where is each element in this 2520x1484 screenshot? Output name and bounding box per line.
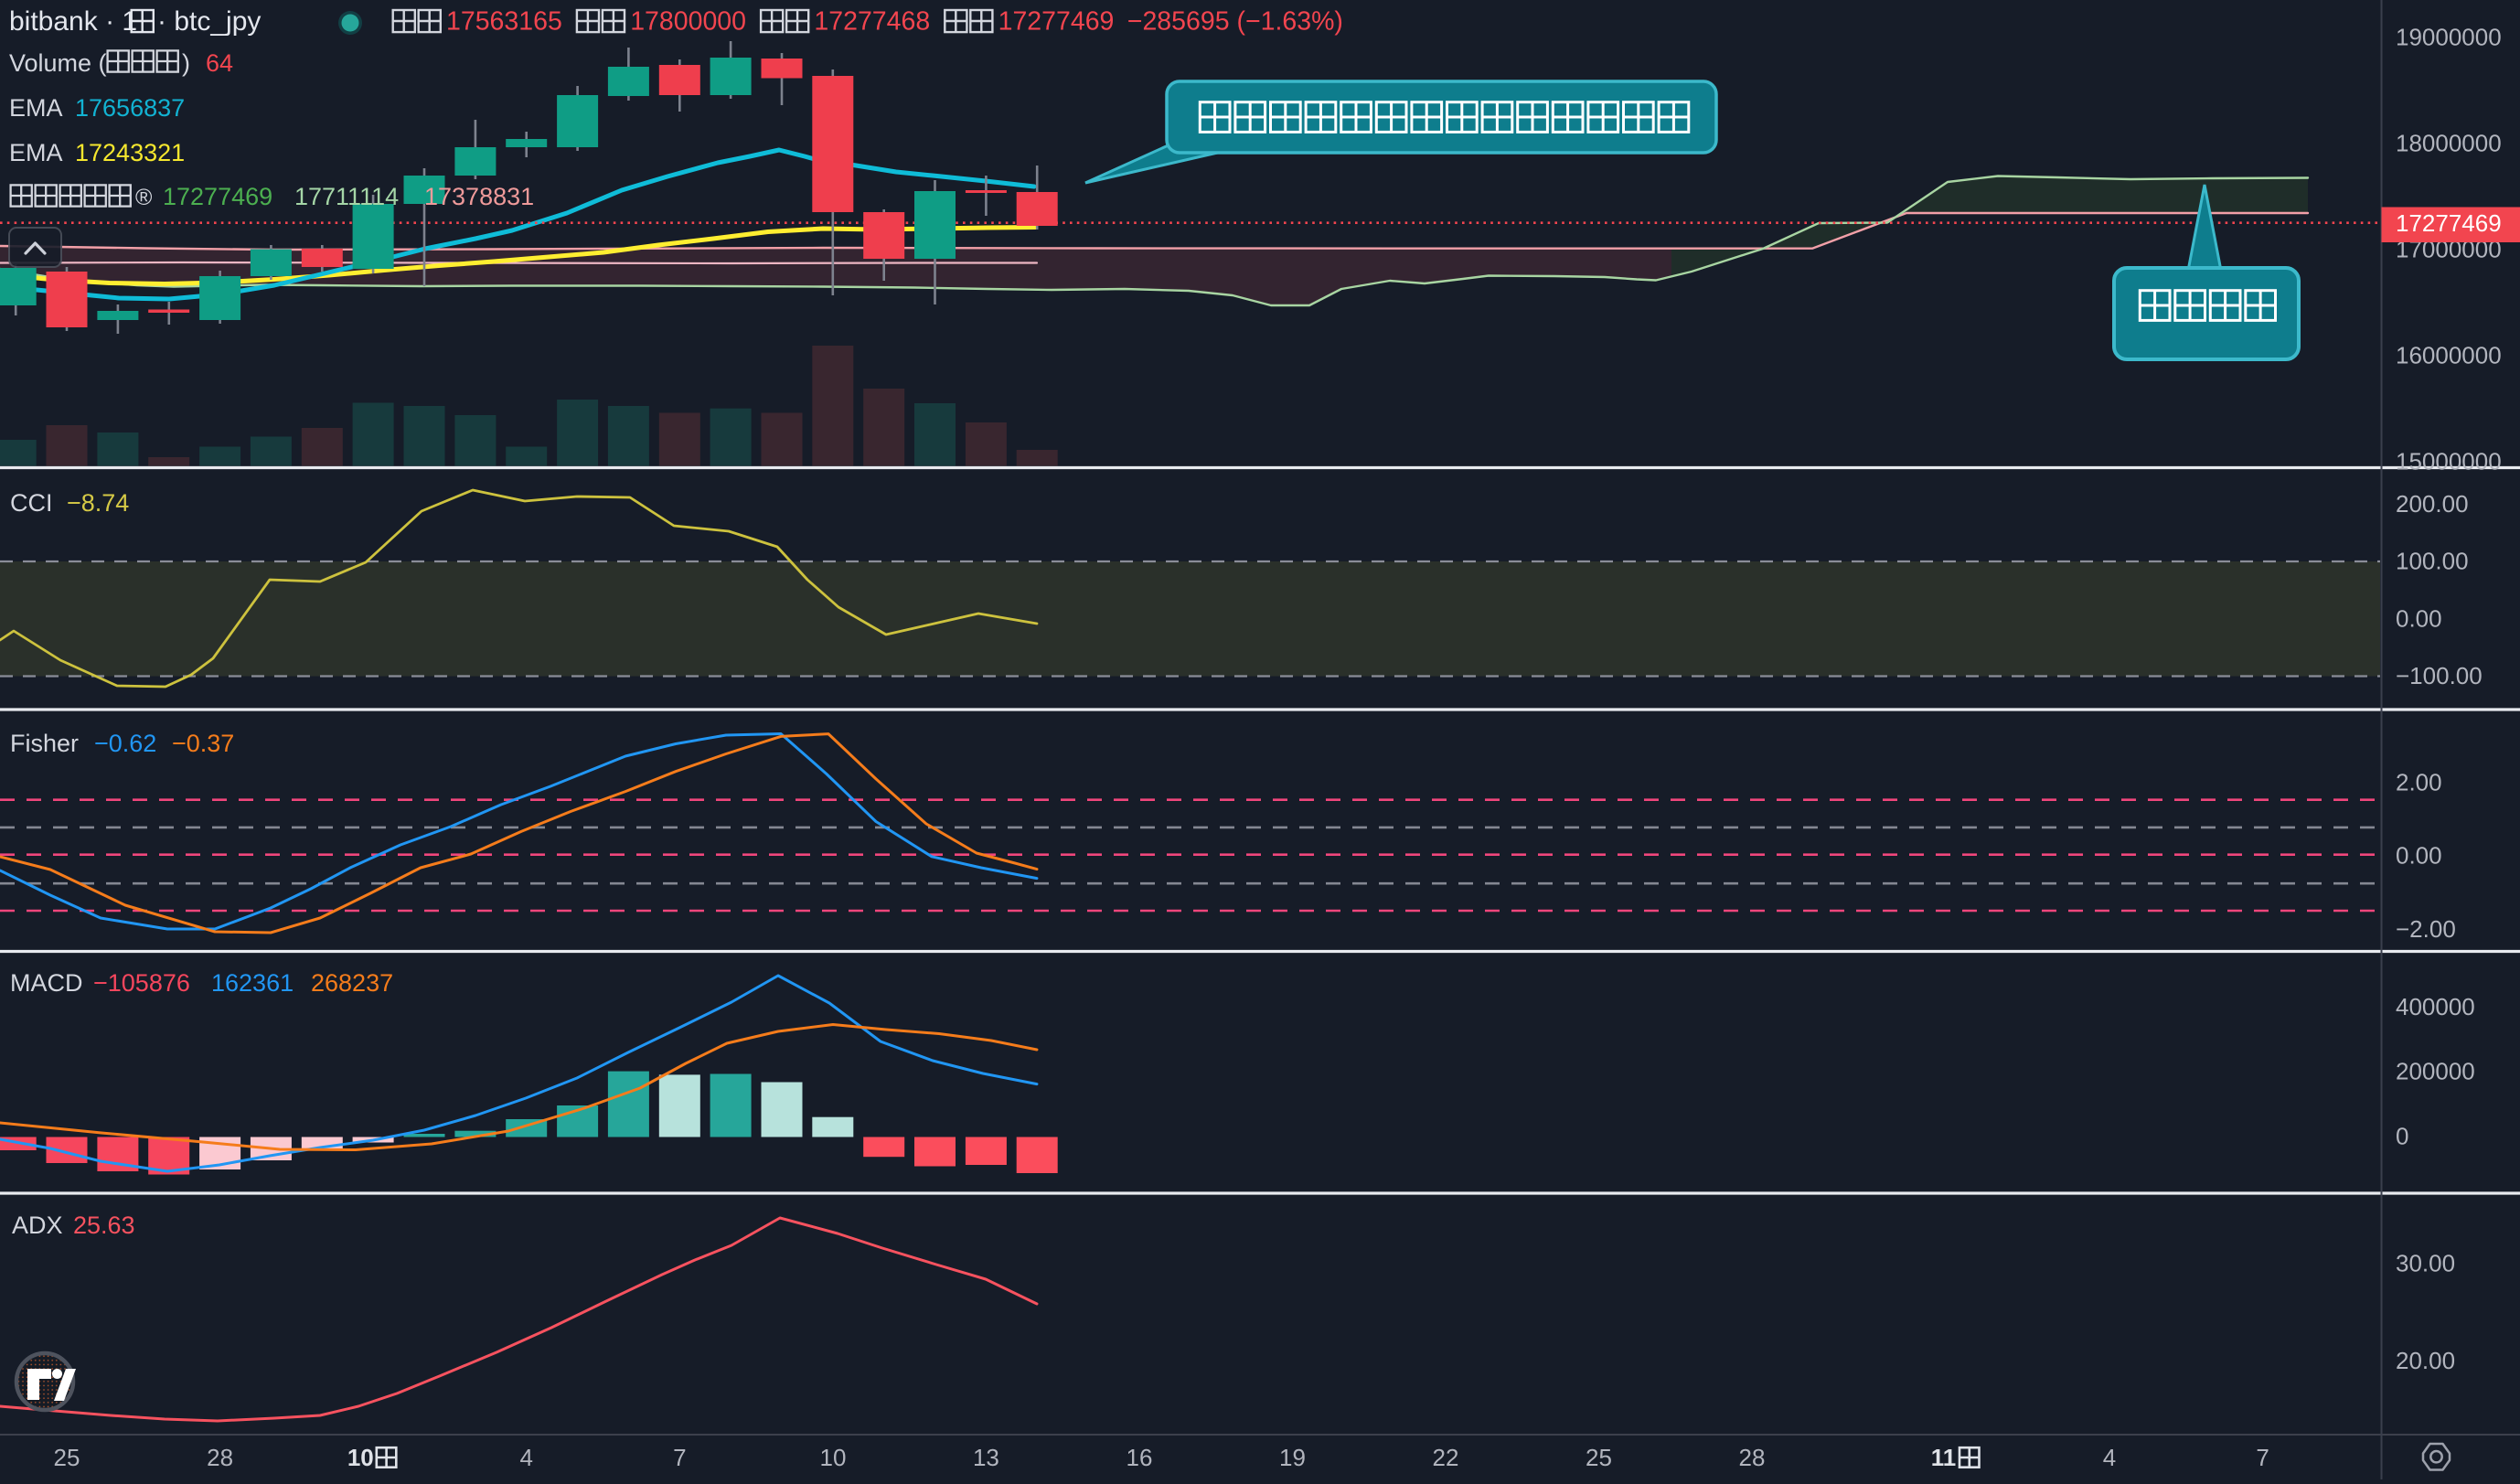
svg-text:®: ® [135, 185, 153, 210]
svg-text:22: 22 [1433, 1444, 1459, 1471]
svg-text:ADX: ADX [12, 1212, 63, 1239]
svg-text:17277469: 17277469 [163, 183, 272, 210]
svg-text:28: 28 [1739, 1444, 1766, 1471]
svg-text:−285695 (−1.63%): −285695 (−1.63%) [1127, 7, 1343, 37]
svg-text:17711114: 17711114 [294, 183, 399, 210]
svg-text:19000000: 19000000 [2396, 24, 2502, 51]
svg-text:Fisher: Fisher [10, 730, 79, 757]
svg-text:30.00: 30.00 [2396, 1250, 2455, 1277]
svg-text:4: 4 [2103, 1444, 2116, 1471]
svg-text:0: 0 [2396, 1123, 2408, 1150]
svg-text:11: 11 [1931, 1444, 1957, 1471]
svg-text:10: 10 [820, 1444, 847, 1471]
svg-text:17277469: 17277469 [998, 7, 1115, 37]
svg-text:−0.62: −0.62 [94, 730, 156, 757]
svg-text:162361: 162361 [211, 969, 294, 997]
svg-text:17277468: 17277468 [814, 7, 930, 37]
svg-text:17277469: 17277469 [2396, 209, 2502, 237]
svg-text:10: 10 [347, 1444, 374, 1471]
svg-text:16: 16 [1127, 1444, 1153, 1471]
svg-text:2.00: 2.00 [2396, 768, 2442, 795]
svg-text:0.00: 0.00 [2396, 605, 2442, 633]
svg-text:17378831: 17378831 [424, 183, 534, 210]
svg-text:−2.00: −2.00 [2396, 915, 2456, 943]
svg-text:MACD: MACD [10, 969, 83, 997]
svg-text:7: 7 [2256, 1444, 2269, 1471]
svg-text:100.00: 100.00 [2396, 548, 2469, 575]
svg-text:17656837: 17656837 [75, 94, 185, 122]
svg-text:13: 13 [973, 1444, 999, 1471]
svg-text:EMA: EMA [9, 94, 63, 122]
svg-text:bitbank · 1: bitbank · 1 [9, 6, 137, 37]
svg-text:−105876: −105876 [93, 969, 190, 997]
svg-text:· btc_jpy: · btc_jpy [157, 6, 261, 37]
svg-text:−0.37: −0.37 [172, 730, 234, 757]
svg-text:4: 4 [519, 1444, 532, 1471]
svg-text:EMA: EMA [9, 139, 63, 166]
svg-text:268237: 268237 [311, 969, 393, 997]
svg-text:400000: 400000 [2396, 993, 2475, 1020]
svg-text:7: 7 [673, 1444, 686, 1471]
svg-text:17800000: 17800000 [630, 7, 746, 37]
svg-text:17243321: 17243321 [75, 139, 185, 166]
svg-text:19: 19 [1279, 1444, 1306, 1471]
svg-text:25: 25 [1586, 1444, 1612, 1471]
svg-text:Volume (: Volume ( [9, 49, 107, 77]
svg-text:25.63: 25.63 [73, 1212, 135, 1239]
svg-text:CCI: CCI [10, 489, 53, 517]
svg-text:−8.74: −8.74 [67, 489, 129, 517]
svg-text:18000000: 18000000 [2396, 130, 2502, 157]
svg-text:20.00: 20.00 [2396, 1347, 2455, 1374]
svg-text:15000000: 15000000 [2396, 448, 2502, 475]
svg-text:64: 64 [206, 49, 233, 77]
svg-text:16000000: 16000000 [2396, 342, 2502, 369]
svg-text:25: 25 [54, 1444, 80, 1471]
svg-text:−100.00: −100.00 [2396, 662, 2483, 689]
svg-text:0.00: 0.00 [2396, 842, 2442, 870]
svg-text:): ) [182, 49, 190, 77]
svg-text:200000: 200000 [2396, 1058, 2475, 1085]
svg-text:17563165: 17563165 [446, 7, 562, 37]
svg-text:28: 28 [207, 1444, 233, 1471]
svg-text:200.00: 200.00 [2396, 490, 2469, 518]
